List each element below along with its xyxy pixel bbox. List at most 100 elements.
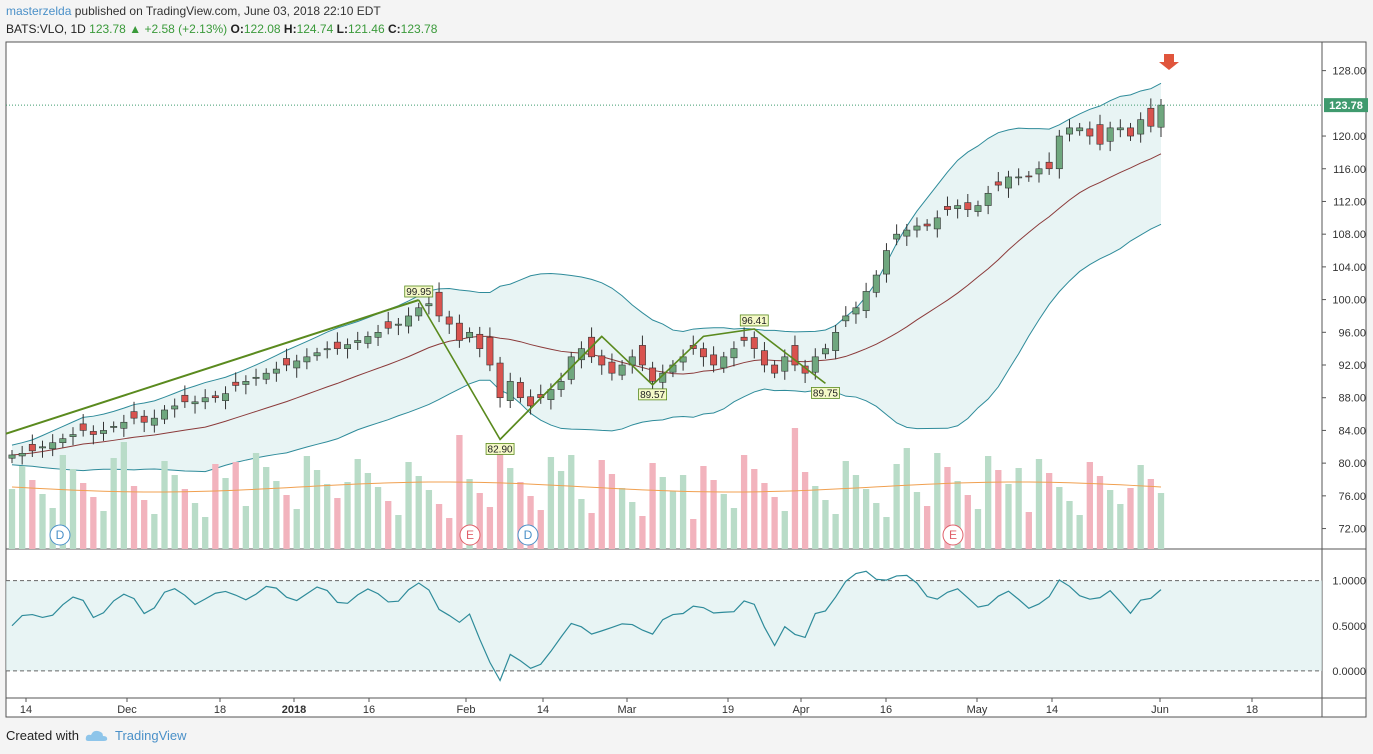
candle (364, 331, 372, 349)
open-label: O: (230, 22, 244, 36)
volume-bar (751, 469, 758, 549)
volume-bar (781, 511, 788, 549)
candle (852, 301, 860, 324)
svg-text:99.95: 99.95 (406, 287, 431, 298)
volume-bar (730, 508, 738, 549)
volume-bar (537, 510, 544, 549)
volume-bar (1157, 493, 1165, 549)
price-tick-label: 112.00 (1333, 196, 1366, 208)
volume-bar (598, 460, 605, 549)
tradingview-link[interactable]: TradingView (114, 728, 187, 743)
event-marker[interactable]: D (49, 524, 71, 546)
candle (354, 331, 362, 350)
volume-bar (273, 481, 280, 549)
oscillator-tick-label: 1.0000 (1332, 576, 1366, 588)
bollinger-upper (11, 82, 1162, 446)
volume-bar (812, 486, 819, 549)
time-tick-label: May (967, 704, 988, 716)
volume-bar (110, 458, 117, 549)
time-tick-label: Jun (1151, 704, 1169, 716)
volume-bar (679, 475, 687, 549)
symbol-label: BATS:VLO, 1D (6, 22, 86, 36)
candle (374, 324, 382, 346)
candle (486, 327, 494, 372)
candle (1116, 119, 1124, 138)
volume-bar (903, 448, 910, 549)
volume-bar (1147, 479, 1154, 549)
volume-bar (374, 487, 382, 549)
volume-bar (618, 488, 626, 549)
volume-bar (527, 496, 534, 549)
candle (1147, 98, 1155, 133)
volume-bar (120, 442, 128, 549)
close-value: 123.78 (400, 22, 438, 36)
volume-bar (1005, 484, 1012, 549)
volume-bar (862, 489, 870, 549)
volume-bar (456, 435, 463, 549)
volume-bar (1086, 462, 1093, 549)
low-value: 121.46 (347, 22, 385, 36)
candle (1127, 122, 1134, 141)
candle (201, 389, 209, 410)
volume-bar (69, 469, 77, 549)
down-arrow-icon (1159, 54, 1179, 70)
candle (8, 450, 16, 464)
volume-bar (761, 483, 768, 549)
candle (384, 311, 392, 335)
volume-bar (801, 472, 809, 549)
pattern-point-label: 82.90 (485, 443, 515, 455)
time-tick-label: Dec (117, 704, 137, 716)
candle (425, 296, 433, 315)
volume-bar (161, 461, 168, 549)
candle (710, 346, 718, 373)
volume-bar (80, 483, 87, 549)
volume-bar (486, 507, 494, 549)
volume-bar (1056, 487, 1063, 549)
open-value: 122.08 (243, 22, 281, 36)
candle (893, 224, 901, 246)
candle (333, 332, 341, 355)
time-tick-label: 14 (20, 704, 32, 716)
candle (638, 335, 646, 372)
price-tick-label: 100.00 (1332, 295, 1366, 307)
volume-bar (934, 453, 941, 549)
volume-bar (191, 503, 199, 549)
volume-bar (100, 511, 107, 549)
volume-ma-line (11, 481, 1162, 493)
volume-bar (415, 476, 422, 549)
time-tick-label: 18 (214, 704, 226, 716)
candle (1066, 119, 1073, 142)
event-marker[interactable]: E (459, 524, 481, 546)
volume-bar (263, 467, 270, 549)
volume-bar (710, 480, 717, 549)
last-price-tag (1324, 98, 1368, 113)
price-tick-label: 104.00 (1332, 262, 1366, 274)
pattern-zigzag (418, 299, 826, 441)
candle (923, 219, 931, 231)
bollinger-band-fill (12, 83, 1161, 472)
publish-line: masterzelda published on TradingView.com… (6, 4, 381, 18)
volume-bar (1127, 488, 1134, 549)
volume-bar (852, 475, 860, 549)
candle (1025, 171, 1033, 182)
volume-bar (517, 482, 524, 549)
volume-bar (395, 515, 402, 549)
price-tick-label: 72.00 (1338, 524, 1366, 536)
candle (466, 327, 474, 343)
event-marker[interactable]: D (517, 524, 539, 546)
candle (720, 351, 728, 373)
candle (1076, 122, 1084, 136)
volume-bar (130, 486, 138, 549)
oscillator-tick-label: 0.5000 (1332, 621, 1366, 633)
event-marker[interactable]: E (942, 524, 964, 546)
volume-bar (1025, 512, 1032, 549)
candle (903, 223, 911, 246)
candle (760, 342, 768, 373)
author-name[interactable]: masterzelda (6, 4, 72, 18)
candle (1035, 161, 1043, 183)
candle (150, 409, 158, 433)
candle (608, 353, 616, 381)
time-tick-label: 18 (1246, 704, 1258, 716)
candle (699, 342, 707, 367)
